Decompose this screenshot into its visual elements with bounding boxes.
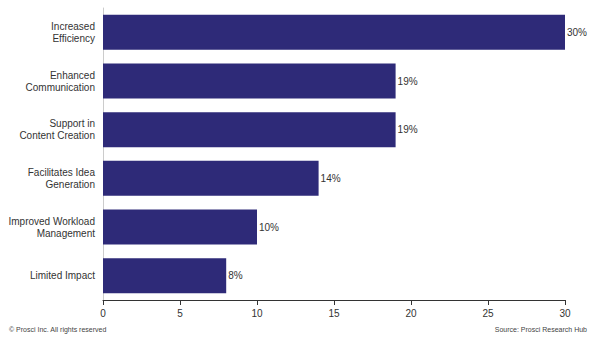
svg-text:19%: 19%: [398, 124, 418, 135]
svg-text:Source: Prosci Research Hub: Source: Prosci Research Hub: [495, 326, 587, 333]
svg-text:0: 0: [100, 308, 106, 319]
svg-text:10: 10: [251, 308, 263, 319]
svg-text:Increased: Increased: [51, 21, 95, 32]
svg-text:Facilitates Idea: Facilitates Idea: [28, 167, 96, 178]
svg-text:Support in: Support in: [49, 118, 95, 129]
svg-text:Limited Impact: Limited Impact: [30, 270, 95, 281]
svg-text:5: 5: [177, 308, 183, 319]
svg-text:30%: 30%: [567, 27, 587, 38]
svg-text:© Prosci Inc. All rights reser: © Prosci Inc. All rights reserved: [9, 326, 106, 334]
svg-text:8%: 8%: [228, 270, 243, 281]
svg-text:Communication: Communication: [26, 82, 95, 93]
svg-text:Efficiency: Efficiency: [52, 33, 95, 44]
svg-text:20: 20: [405, 308, 417, 319]
svg-text:25: 25: [482, 308, 494, 319]
svg-text:Improved Workload: Improved Workload: [8, 216, 95, 227]
svg-text:Management: Management: [37, 228, 96, 239]
svg-text:Enhanced: Enhanced: [50, 70, 95, 81]
svg-text:Generation: Generation: [46, 179, 95, 190]
svg-text:Content Creation: Content Creation: [19, 130, 95, 141]
svg-text:19%: 19%: [398, 76, 418, 87]
svg-text:10%: 10%: [259, 222, 279, 233]
svg-text:15: 15: [328, 308, 340, 319]
svg-text:30: 30: [559, 308, 571, 319]
svg-text:14%: 14%: [321, 173, 341, 184]
